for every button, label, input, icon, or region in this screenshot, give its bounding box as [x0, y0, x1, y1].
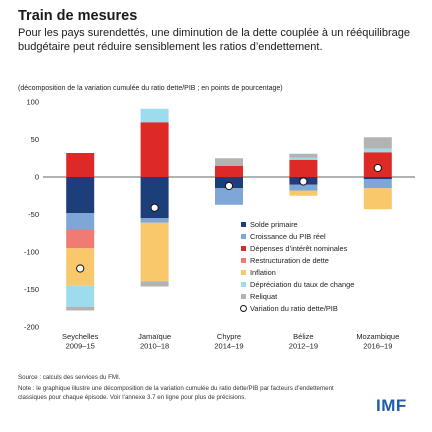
y-tick-label: -200 — [24, 323, 39, 332]
bar-segment — [215, 188, 243, 205]
y-tick-label: 50 — [31, 135, 39, 144]
legend-swatch — [241, 258, 246, 263]
legend-label: Inflation — [250, 268, 276, 277]
x-tick-label: Chypre — [217, 332, 241, 341]
x-tick-label: 2014–19 — [214, 342, 243, 351]
x-tick-label: Seychelles — [62, 332, 99, 341]
legend-marker — [240, 305, 247, 312]
legend-swatch — [241, 222, 246, 227]
x-tick-label: Mozambique — [356, 332, 399, 341]
legend-swatch — [241, 234, 246, 239]
x-tick-label: 2009–15 — [66, 342, 95, 351]
bar-segment — [66, 306, 95, 311]
legend-label: Reliquat — [250, 292, 277, 301]
bar-segment — [66, 177, 95, 213]
legend-swatch — [241, 282, 246, 287]
bar-segment — [140, 218, 169, 223]
bar-segment — [66, 285, 95, 307]
bar-segment — [66, 229, 95, 249]
marker-point — [224, 181, 234, 191]
bar-segment — [289, 184, 318, 191]
y-tick-label: -100 — [24, 248, 39, 257]
footnote-text: Note : le graphique illustre une décompo… — [18, 385, 334, 401]
x-tick-label: 2012–19 — [289, 342, 318, 351]
y-tick-label: 100 — [26, 98, 39, 107]
bar-segment — [140, 108, 169, 123]
bar-segment — [140, 222, 169, 282]
units-note: (décomposition de la variation cumulée d… — [18, 85, 283, 92]
x-tick-label: Bélize — [293, 332, 313, 341]
y-tick-label: -50 — [28, 210, 39, 219]
bar-segment — [289, 153, 318, 158]
y-tick-label: -150 — [24, 285, 39, 294]
marker-point — [150, 203, 159, 212]
legend-label: Variation du ratio dette/PIB — [250, 304, 338, 313]
bar-segment — [289, 190, 318, 196]
imf-logo: IMF — [376, 396, 407, 415]
x-tick-label: 2016–19 — [363, 342, 392, 351]
bar-segment — [363, 148, 392, 153]
legend-label: Solde primaire — [250, 220, 298, 229]
bar-segment — [363, 179, 392, 189]
legend-label: Croissance du PIB réel — [250, 232, 326, 241]
legend-swatch — [241, 246, 246, 251]
bar-segment — [363, 177, 392, 180]
bar-segment — [140, 281, 169, 287]
legend-swatch — [241, 270, 246, 275]
bar-segment — [215, 165, 243, 177]
bar-segment — [66, 213, 95, 230]
marker-point — [373, 163, 382, 173]
bar-segment — [215, 158, 243, 166]
legend-label: Restructuration de dette — [250, 256, 329, 265]
bar-segment — [289, 157, 318, 160]
marker-point — [76, 264, 85, 273]
bar-segment — [363, 137, 392, 149]
bar-segment — [363, 188, 392, 210]
chart-subtitle: Pour les pays surendettés, une diminutio… — [18, 27, 410, 53]
legend-label: Dépréciation du taux de change — [250, 280, 354, 289]
legend-label: Dépenses d’intérêt nominales — [250, 244, 348, 253]
bar-segment — [66, 153, 95, 177]
bar-segment — [140, 122, 169, 177]
source-text: Source : calculs des services du FMI. — [18, 374, 121, 381]
bar-segment — [289, 159, 318, 177]
legend-swatch — [241, 294, 246, 299]
x-tick-label: 2010–18 — [140, 342, 169, 351]
chart-title: Train de mesures — [18, 8, 138, 24]
bar-segment — [140, 177, 169, 219]
y-tick-label: 0 — [35, 173, 39, 182]
marker-point — [299, 177, 308, 186]
x-tick-label: Jamaïque — [138, 332, 171, 341]
